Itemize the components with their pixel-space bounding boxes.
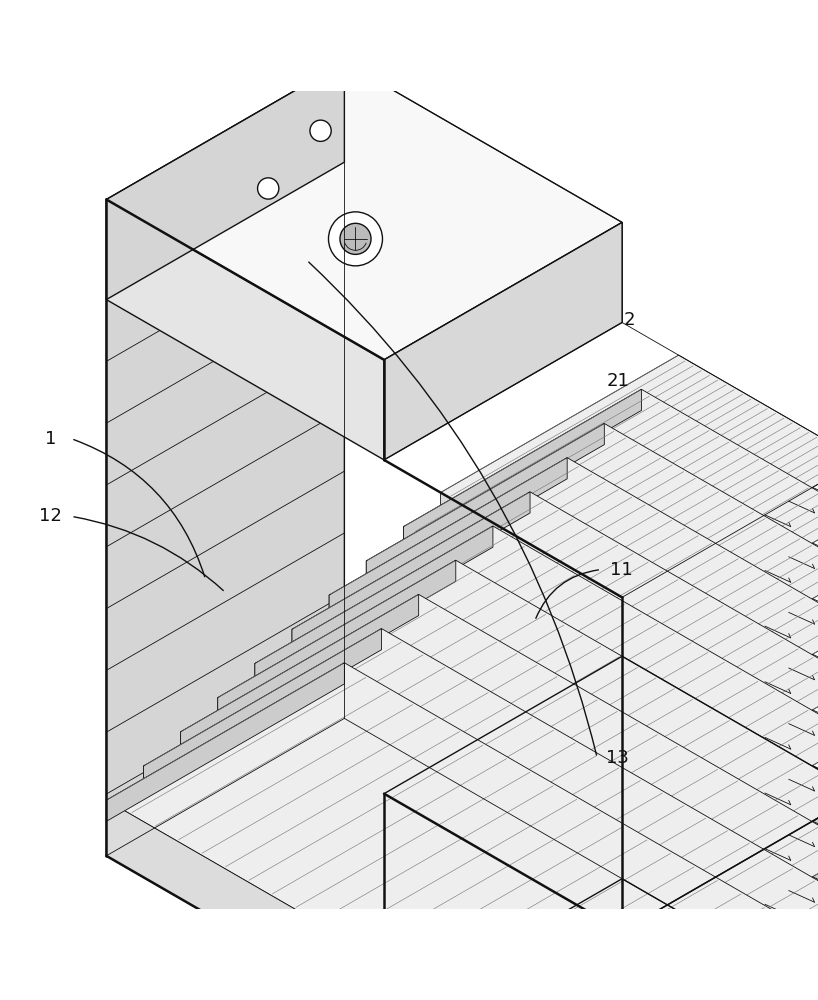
Circle shape <box>783 906 804 927</box>
Polygon shape <box>384 794 622 1000</box>
Polygon shape <box>622 794 818 1000</box>
Text: 12: 12 <box>39 507 62 525</box>
Polygon shape <box>143 766 622 1000</box>
Polygon shape <box>292 629 622 841</box>
Polygon shape <box>181 732 622 1000</box>
Polygon shape <box>218 698 622 952</box>
Polygon shape <box>384 222 622 460</box>
Polygon shape <box>106 718 818 1000</box>
Polygon shape <box>255 526 818 875</box>
Polygon shape <box>106 62 622 360</box>
Polygon shape <box>366 423 605 582</box>
Polygon shape <box>329 595 622 785</box>
Text: 2: 2 <box>624 311 636 329</box>
Text: 1: 1 <box>45 430 56 448</box>
Circle shape <box>329 212 383 266</box>
Polygon shape <box>181 594 818 987</box>
Polygon shape <box>403 527 622 674</box>
Polygon shape <box>143 629 818 1000</box>
Polygon shape <box>292 492 530 650</box>
Polygon shape <box>106 663 818 1000</box>
Polygon shape <box>106 62 344 300</box>
Circle shape <box>310 120 331 141</box>
Polygon shape <box>181 594 419 753</box>
Polygon shape <box>106 800 622 1000</box>
Polygon shape <box>403 389 641 548</box>
Text: 21: 21 <box>606 372 629 390</box>
Polygon shape <box>218 560 456 719</box>
Polygon shape <box>292 492 818 820</box>
Polygon shape <box>441 355 818 597</box>
Polygon shape <box>106 663 344 821</box>
Polygon shape <box>329 458 567 616</box>
Polygon shape <box>329 458 818 764</box>
Polygon shape <box>366 561 622 730</box>
Polygon shape <box>106 162 344 856</box>
Polygon shape <box>218 560 818 931</box>
Polygon shape <box>384 656 818 931</box>
Polygon shape <box>441 493 622 618</box>
Polygon shape <box>403 389 818 653</box>
Polygon shape <box>255 663 622 897</box>
Circle shape <box>678 941 732 995</box>
Polygon shape <box>255 526 493 685</box>
Circle shape <box>340 223 371 254</box>
Polygon shape <box>392 661 818 931</box>
Polygon shape <box>384 656 622 1000</box>
Text: 11: 11 <box>610 561 633 579</box>
Text: 13: 13 <box>606 749 629 767</box>
Circle shape <box>690 952 721 983</box>
Polygon shape <box>106 199 384 460</box>
Circle shape <box>258 178 279 199</box>
Polygon shape <box>143 629 381 787</box>
Polygon shape <box>366 423 818 709</box>
